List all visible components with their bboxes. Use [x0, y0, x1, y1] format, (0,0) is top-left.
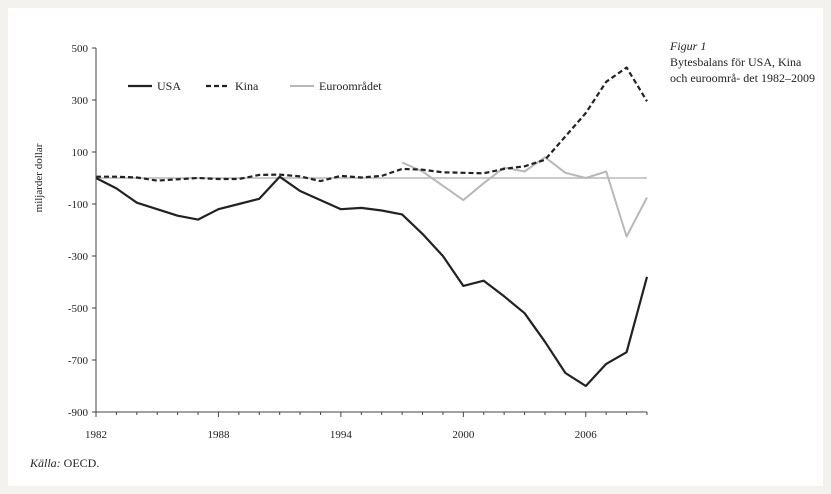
- y-tick-label: -300: [68, 251, 89, 263]
- x-tick-label: 2006: [575, 429, 598, 441]
- series-line-kina: [96, 66, 648, 183]
- source-text: OECD.: [63, 456, 100, 470]
- y-tick-label: 100: [72, 147, 89, 159]
- y-tick-label: -900: [68, 407, 89, 419]
- legend-label-usa: USA: [157, 79, 181, 93]
- figure-caption: Figur 1 Bytesbalans för USA, Kina och eu…: [670, 38, 820, 86]
- y-tick-label: -100: [68, 199, 89, 211]
- legend-label-kina: Kina: [235, 79, 259, 93]
- y-tick-label: 300: [72, 95, 89, 107]
- y-tick-label: -700: [68, 355, 89, 367]
- series-line-usa: [95, 175, 649, 388]
- x-tick-label: 1994: [330, 429, 353, 441]
- figure-panel: [8, 8, 823, 486]
- y-axis-label: miljarder dollar: [33, 143, 45, 212]
- figure-label: Figur 1: [670, 39, 707, 53]
- x-tick-label: 2000: [452, 429, 475, 441]
- x-tick-label: 1982: [85, 429, 107, 441]
- series-line-euroområdet: [401, 156, 648, 238]
- figure-title: Bytesbalans för USA, Kina och euroområ- …: [670, 55, 815, 85]
- x-tick-label: 1988: [207, 429, 230, 441]
- source-note: Källa: OECD.: [30, 456, 99, 471]
- legend-label-euroområdet: Euroområdet: [319, 79, 382, 93]
- y-tick-label: -500: [68, 303, 89, 315]
- y-tick-label: 500: [72, 43, 89, 55]
- source-label: Källa:: [30, 456, 61, 470]
